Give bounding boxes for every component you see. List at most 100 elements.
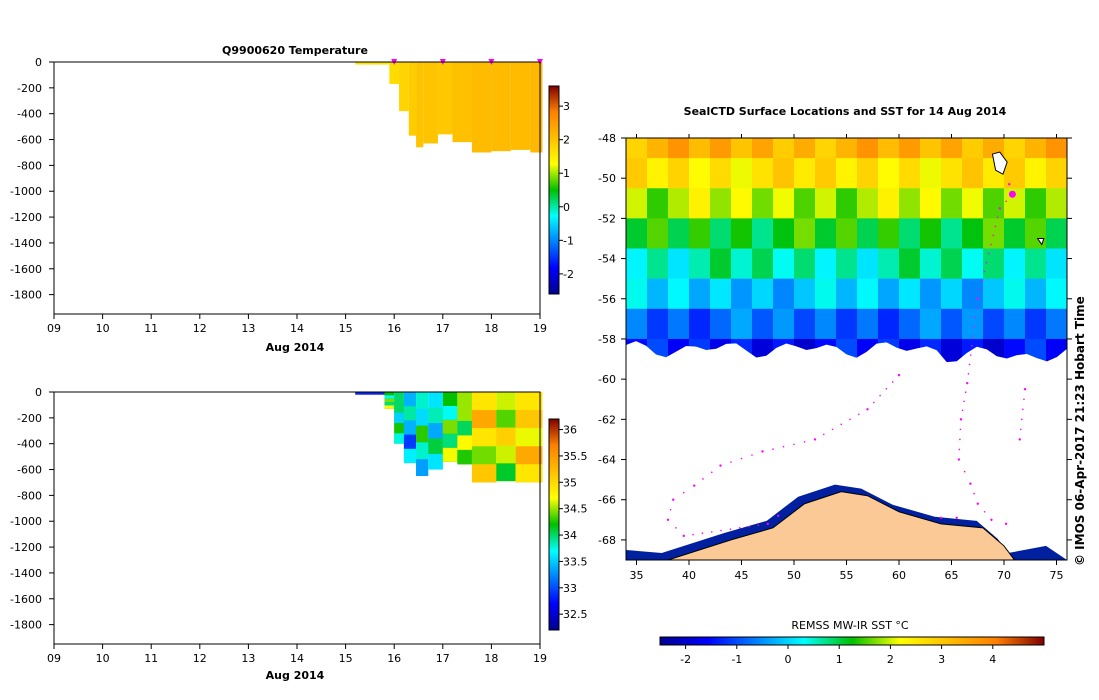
sst-cell <box>794 188 816 219</box>
data-column-layer <box>416 408 429 426</box>
track-point <box>793 443 795 446</box>
x-tick-label: 17 <box>436 652 450 665</box>
track-point <box>976 297 979 300</box>
sst-cell <box>668 248 690 280</box>
data-column-layer <box>428 407 443 424</box>
x-tick-label: 18 <box>484 322 498 335</box>
temperature-colorbar <box>548 85 560 295</box>
data-column-layer <box>428 438 443 455</box>
sst-cell <box>836 158 858 189</box>
colorbar-tick-label: -2 <box>563 268 574 281</box>
data-column-layer <box>403 434 417 449</box>
sst-cell <box>815 158 837 189</box>
sst-cell <box>1046 248 1067 280</box>
sst-cell <box>731 138 753 159</box>
track-point <box>682 491 685 494</box>
sst-cell <box>941 278 963 310</box>
sst-cell <box>647 308 669 340</box>
track-point <box>710 471 713 474</box>
temperature-data-columns <box>355 62 543 153</box>
sst-cell <box>710 308 732 340</box>
temperature-x-ticks: 09 10 11 12 13 14 15 16 17 18 19 <box>47 314 547 335</box>
track-point <box>983 510 986 513</box>
track-point <box>967 372 970 375</box>
track-point <box>983 270 986 273</box>
data-column-layer <box>428 454 443 470</box>
sst-cell <box>794 138 816 159</box>
data-column-layer <box>384 398 395 403</box>
sst-cell <box>1025 188 1047 219</box>
track-point <box>849 418 851 421</box>
sst-cell <box>1025 308 1047 340</box>
sst-cell <box>962 188 984 219</box>
track-point <box>1008 183 1011 186</box>
sst-cell <box>1025 278 1047 310</box>
colorbar-tick-label: 1 <box>563 167 570 180</box>
y-tick-label: -48 <box>598 132 616 145</box>
sst-cell <box>857 138 879 159</box>
sst-cell <box>710 278 732 310</box>
data-column-layer <box>515 428 543 447</box>
data-column-layer <box>496 427 516 446</box>
sst-cell <box>647 278 669 310</box>
sst-cell <box>710 158 732 189</box>
track-point <box>1020 428 1022 431</box>
y-tick-label: -58 <box>598 333 616 346</box>
sst-cell <box>794 158 816 189</box>
sst-cell <box>689 248 711 280</box>
track-point <box>1018 438 1021 441</box>
sst-cell <box>899 248 921 280</box>
track-point <box>1021 418 1023 421</box>
data-column-layer <box>442 405 458 420</box>
colorbar-tick-label: 4 <box>989 653 996 666</box>
y-tick-label: -1400 <box>10 237 42 250</box>
data-column <box>437 62 453 135</box>
data-column-layer <box>442 419 458 434</box>
track-point <box>990 518 993 522</box>
sst-cell <box>689 138 711 159</box>
sst-cell <box>731 278 753 310</box>
track-point <box>957 458 961 461</box>
sst-cell <box>920 158 942 189</box>
track-point <box>990 243 992 246</box>
track-point <box>720 529 722 532</box>
data-column <box>452 62 472 143</box>
antarctica-land <box>667 491 1016 560</box>
track-point <box>813 438 817 441</box>
sst-cell <box>941 338 963 364</box>
sst-cell <box>983 308 1005 340</box>
sst-cell <box>983 188 1005 219</box>
data-column-layer <box>394 402 404 413</box>
y-tick-label: -600 <box>17 134 42 147</box>
y-tick-label: -62 <box>598 413 616 426</box>
sst-cell <box>689 158 711 189</box>
x-tick-label: 13 <box>241 652 255 665</box>
y-tick-label: -1400 <box>10 567 42 580</box>
track-point <box>782 445 785 448</box>
track-point <box>772 448 774 450</box>
data-column-layer <box>515 410 543 429</box>
sst-cell <box>689 218 711 250</box>
data-column-layer <box>457 435 472 450</box>
track-point <box>840 423 843 426</box>
sst-cell <box>962 278 984 310</box>
map-title: SealCTD Surface Locations and SST for 14… <box>684 105 1007 118</box>
data-column <box>491 62 511 152</box>
sst-cell <box>626 218 648 250</box>
track-point <box>702 478 704 480</box>
track-point <box>958 448 961 451</box>
colorbar-tick-label: 35 <box>563 476 577 489</box>
x-tick-label: 11 <box>144 322 158 335</box>
sst-cell <box>836 188 858 219</box>
data-column-layer <box>416 442 429 460</box>
track-point <box>968 363 971 366</box>
sst-cell <box>836 278 858 310</box>
island-shape <box>991 151 1008 175</box>
sst-colorbar-label: REMSS MW-IR SST °C <box>791 619 909 632</box>
sst-cell <box>773 278 795 310</box>
map-latitude-ticks: -48 -50 -52 -54 -56 -58 -60 -62 -64 -66 -68 <box>598 132 1072 547</box>
x-tick-label: 65 <box>945 569 959 582</box>
y-tick-label: -200 <box>17 82 42 95</box>
sst-cell <box>878 158 900 189</box>
track-point <box>959 418 963 421</box>
